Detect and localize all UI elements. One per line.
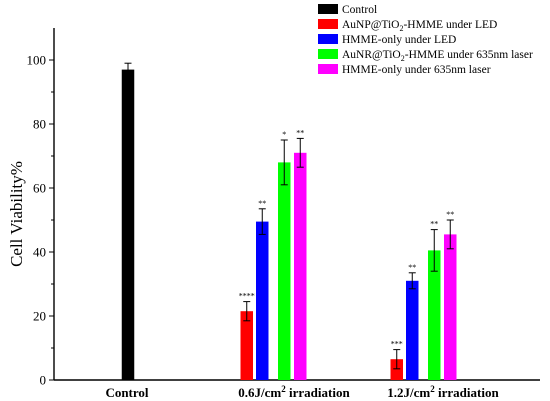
x-category-label: 0.6J/cm2 irradiation	[238, 384, 350, 400]
y-axis-title: Cell Viability%	[7, 161, 26, 267]
significance-marker: **	[258, 199, 266, 208]
y-tick-label: 20	[33, 309, 46, 324]
legend-swatch	[318, 49, 338, 59]
bar	[278, 162, 291, 380]
y-tick-label: 40	[33, 245, 46, 260]
legend-swatch	[318, 4, 338, 14]
significance-marker: **	[296, 128, 304, 137]
legend-label: AuNR@TiO2-HMME under 635nm laser	[342, 49, 533, 63]
significance-marker: **	[408, 263, 416, 272]
y-tick-label: 0	[40, 373, 47, 388]
bar	[390, 359, 403, 380]
significance-marker: *	[282, 130, 286, 139]
legend-label: HMME-only under 635nm laser	[342, 64, 491, 76]
bar	[444, 234, 457, 380]
legend-swatch	[318, 19, 338, 29]
x-category-label: Control	[105, 385, 148, 400]
legend-label: Control	[342, 4, 377, 16]
legend-label: AuNP@TiO2-HMME under LED	[342, 19, 497, 33]
legend-swatch	[318, 34, 338, 44]
legend-label: HMME-only under LED	[342, 34, 456, 46]
significance-marker: ***	[391, 340, 403, 349]
y-tick-label: 60	[33, 181, 46, 196]
significance-marker: **	[430, 220, 438, 229]
bar	[406, 280, 419, 380]
significance-marker: **	[446, 210, 454, 219]
legend-swatch	[318, 64, 338, 74]
bar	[121, 69, 135, 380]
bar	[256, 221, 269, 380]
bar	[240, 311, 253, 380]
bar	[294, 152, 307, 380]
y-tick-label: 100	[27, 53, 47, 68]
y-tick-label: 80	[33, 117, 46, 132]
significance-marker: ****	[239, 292, 255, 301]
x-category-label: 1.2J/cm2 irradiation	[387, 384, 499, 400]
bar	[428, 250, 441, 380]
